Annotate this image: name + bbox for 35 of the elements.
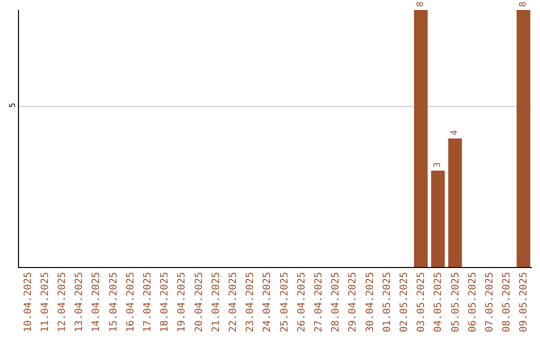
x-tick-label: 02.05.2025 — [399, 272, 410, 332]
x-tick-label: 30.04.2025 — [364, 272, 376, 332]
x-tick-label: 07.05.2025 — [484, 272, 496, 332]
data-label: 8 — [416, 2, 426, 7]
x-tick-label: 06.05.2025 — [467, 272, 478, 332]
x-tick-label: 24.04.2025 — [262, 272, 274, 332]
x-tick-label: 08.05.2025 — [502, 272, 513, 332]
x-tick-label: 10.04.2025 — [22, 272, 34, 332]
x-tick-label: 23.04.2025 — [245, 272, 256, 332]
x-tick-label: 25.04.2025 — [279, 272, 290, 332]
x-tick-label: 28.04.2025 — [330, 272, 342, 332]
x-tick-label: 21.04.2025 — [210, 272, 222, 332]
data-label: 8 — [518, 2, 528, 7]
x-tick-label: 27.04.2025 — [314, 272, 324, 332]
x-tick-label: 17.04.2025 — [142, 272, 154, 332]
x-tick-label: 18.04.2025 — [160, 272, 171, 332]
x-tick-label: 15.04.2025 — [108, 272, 120, 332]
x-tick-label: 09.05.2025 — [518, 272, 530, 332]
x-tick-label: 03.05.2025 — [416, 272, 428, 332]
x-tick-label: 19.04.2025 — [176, 272, 188, 332]
x-tick-label: 29.04.2025 — [348, 272, 359, 332]
x-tick-label: 16.04.2025 — [125, 272, 136, 332]
x-tick-label: 05.05.2025 — [450, 272, 462, 332]
x-tick-label: 04.05.2025 — [433, 272, 444, 332]
x-tick-label: 11.04.2025 — [40, 272, 51, 332]
x-tick-label: 22.04.2025 — [228, 272, 239, 332]
x-tick-label: 01.05.2025 — [382, 272, 393, 332]
x-tick-label: 26.04.2025 — [296, 272, 308, 332]
x-tick-label: 14.04.2025 — [91, 272, 102, 332]
x-tick-label: 12.04.2025 — [57, 272, 68, 332]
x-tick-label: 13.04.2025 — [74, 272, 86, 332]
data-label: 4 — [450, 130, 460, 136]
data-label: 3 — [432, 162, 443, 168]
y-tick-label: 5 — [8, 102, 17, 108]
x-tick-label: 20.04.2025 — [194, 272, 205, 332]
